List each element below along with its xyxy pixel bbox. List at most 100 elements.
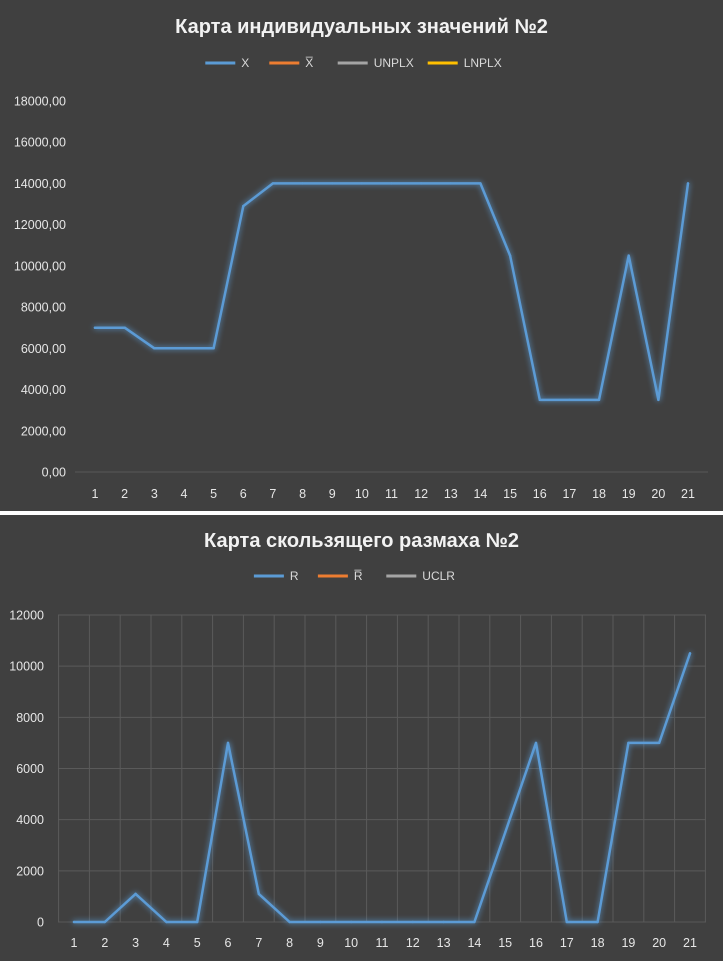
data-point (123, 327, 125, 329)
data-point (442, 921, 444, 923)
data-point (598, 399, 600, 401)
y-tick-label: 10000 (9, 660, 44, 674)
y-tick-label: 16000,00 (14, 136, 66, 150)
data-point (687, 182, 689, 184)
data-point (657, 399, 659, 401)
data-point (535, 742, 537, 744)
data-point (689, 652, 691, 654)
x-tick-label: 14 (473, 487, 487, 501)
individual-values-chart-panel: Карта индивидуальных значений №2 X X̅ UNPLX… (0, 0, 723, 511)
y-tick-label: 2000 (16, 864, 44, 878)
data-point (504, 831, 506, 833)
chart-title: Карта индивидуальных значений №2 (175, 16, 548, 38)
x-tick-label: 20 (652, 936, 666, 950)
x-tick-label: 9 (317, 936, 324, 950)
y-tick-label: 18000,00 (14, 95, 66, 109)
data-point (568, 399, 570, 401)
x-tick-label: 13 (437, 936, 451, 950)
x-tick-label: 13 (444, 487, 458, 501)
y-tick-label: 8000,00 (21, 301, 66, 315)
data-point (412, 921, 414, 923)
x-tick-label: 15 (503, 487, 517, 501)
data-point (134, 893, 136, 895)
moving-range-chart: Карта скользящего размаха №2 R R̅ UCLR 0 2000… (0, 515, 723, 961)
legend-label-lnplx: LNPLX (464, 56, 502, 70)
x-tick-label: 6 (225, 936, 232, 950)
x-tick-label: 9 (329, 487, 336, 501)
data-point (212, 347, 214, 349)
y-tick-label: 8000 (16, 711, 44, 725)
series-line-x (95, 183, 688, 400)
y-axis: 0 2000 4000 6000 8000 10000 12000 (9, 609, 44, 930)
x-tick-label: 16 (533, 487, 547, 501)
data-point (104, 921, 106, 923)
x-tick-label: 4 (180, 487, 187, 501)
x-tick-label: 17 (562, 487, 576, 501)
x-tick-label: 7 (255, 936, 262, 950)
data-point (628, 254, 630, 256)
series-points-x (94, 182, 689, 401)
chart-legend: R R̅ UCLR (254, 569, 455, 583)
moving-range-chart-panel: Карта скользящего размаха №2 R R̅ UCLR 0 2000… (0, 515, 723, 961)
y-tick-label: 12000,00 (14, 218, 66, 232)
x-tick-label: 12 (406, 936, 420, 950)
data-point (596, 921, 598, 923)
data-point (196, 921, 198, 923)
x-axis: 1 2 3 4 5 6 7 8 9 10 11 12 13 14 15 16 17 18 19 20 21 (92, 487, 695, 501)
y-tick-label: 0 (37, 916, 44, 930)
series-line-r (74, 653, 690, 922)
data-point (331, 182, 333, 184)
x-tick-label: 14 (467, 936, 481, 950)
data-point (183, 347, 185, 349)
y-tick-label: 2000,00 (21, 424, 66, 438)
y-tick-label: 6000 (16, 762, 44, 776)
x-tick-label: 18 (591, 936, 605, 950)
y-tick-label: 4000 (16, 813, 44, 827)
y-tick-label: 14000,00 (14, 177, 66, 191)
data-point (479, 182, 481, 184)
x-tick-label: 1 (71, 936, 78, 950)
x-tick-label: 11 (385, 487, 398, 501)
data-point (658, 742, 660, 744)
data-point (165, 921, 167, 923)
x-tick-label: 18 (592, 487, 606, 501)
data-point (450, 182, 452, 184)
data-point (473, 921, 475, 923)
x-tick-label: 17 (560, 936, 574, 950)
data-point (566, 921, 568, 923)
legend-label-uclr: UCLR (422, 569, 455, 583)
x-tick-label: 5 (194, 936, 201, 950)
data-point (227, 742, 229, 744)
data-point (73, 921, 75, 923)
data-point (242, 205, 244, 207)
x-tick-label: 3 (132, 936, 139, 950)
legend-label-r: R̅ (354, 569, 363, 583)
data-point (153, 347, 155, 349)
x-tick-label: 19 (621, 936, 635, 950)
data-point (361, 182, 363, 184)
x-tick-label: 10 (355, 487, 369, 501)
data-point (420, 182, 422, 184)
legend-label-x: X̅ (305, 56, 313, 70)
data-point (539, 399, 541, 401)
x-tick-label: 4 (163, 936, 170, 950)
x-tick-label: 8 (299, 487, 306, 501)
legend-label-r: R (290, 569, 299, 583)
x-tick-label: 11 (376, 936, 389, 950)
data-point (350, 921, 352, 923)
data-point (319, 921, 321, 923)
y-axis: 0,00 2000,00 4000,00 6000,00 8000,00 10000,00… (14, 95, 66, 480)
legend-label-x: X (241, 56, 249, 70)
x-tick-label: 10 (344, 936, 358, 950)
gridlines (58, 615, 706, 922)
y-tick-label: 6000,00 (21, 342, 66, 356)
x-tick-label: 2 (101, 936, 108, 950)
data-point (509, 254, 511, 256)
data-point (272, 182, 274, 184)
data-point (258, 893, 260, 895)
y-tick-label: 4000,00 (21, 383, 66, 397)
x-tick-label: 8 (286, 936, 293, 950)
x-tick-label: 5 (210, 487, 217, 501)
x-tick-label: 15 (498, 936, 512, 950)
y-tick-label: 0,00 (42, 466, 66, 480)
